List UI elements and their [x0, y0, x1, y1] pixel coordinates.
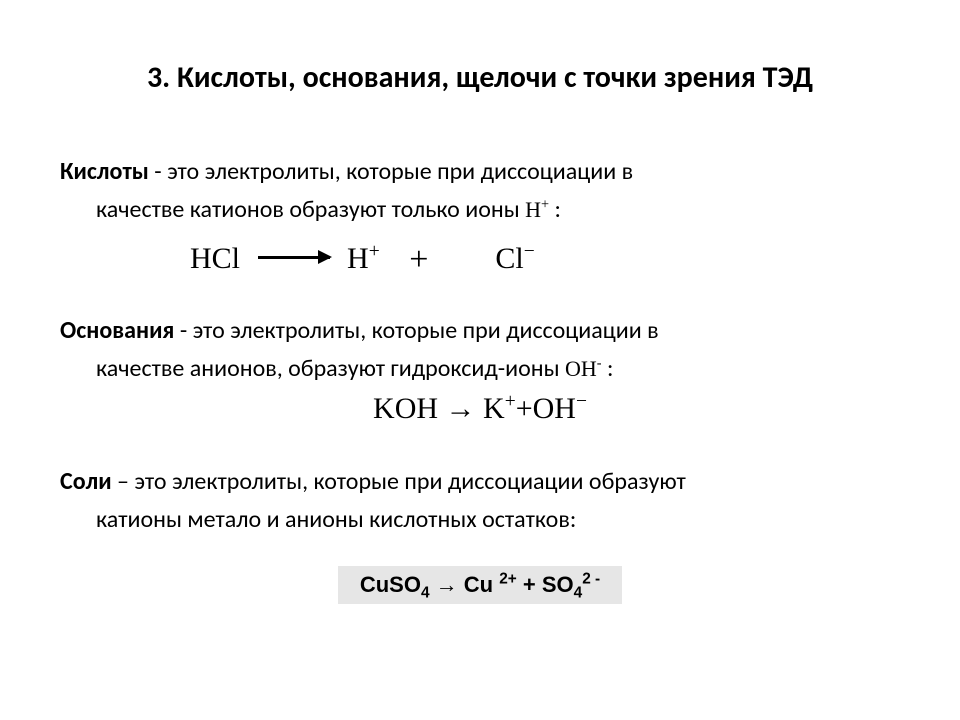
bases-paragraph: Основания - это электролиты, которые при…: [60, 315, 900, 347]
salts-def-line1: – это электролиты, которые при диссоциац…: [112, 467, 686, 496]
acids-def-line1: - это электролиты, которые при диссоциац…: [149, 157, 633, 186]
salts-def-line2: катионы метало и анионы кислотных остатк…: [96, 505, 576, 534]
bases-colon: :: [607, 354, 613, 383]
acids-term: Кислоты: [60, 157, 149, 186]
acids-def-line2-wrap: качестве катионов образуют только ионы H…: [60, 194, 900, 226]
bases-def-line2: качестве анионов, образуют гидроксид-ион…: [96, 354, 565, 383]
salts-equation-row: CuSO4 → Cu 2+ + SO42 -: [60, 566, 900, 604]
bases-equation-row: KOH → K++OH−: [60, 392, 900, 426]
acids-inline-ion: H+: [525, 197, 549, 222]
salts-term: Соли: [60, 467, 112, 496]
eq-h-plus: H+: [347, 242, 380, 275]
plus-icon: +: [409, 241, 428, 279]
bases-equation: KOH → K++OH−: [373, 392, 587, 425]
eq-hcl: HCl: [190, 242, 240, 275]
salts-paragraph: Соли – это электролиты, которые при дисс…: [60, 466, 900, 498]
bases-inline-ion: OH-: [565, 356, 602, 381]
acids-paragraph: Кислоты - это электролиты, которые при д…: [60, 156, 900, 188]
eq-cl-minus: Cl−: [495, 242, 534, 275]
acids-equation: HCl H+ + Cl−: [190, 241, 535, 279]
slide: 3. Кислоты, основания, щелочи с точки зр…: [0, 0, 960, 720]
salts-def-line2-wrap: катионы метало и анионы кислотных остатк…: [60, 504, 900, 536]
acids-colon: :: [555, 195, 561, 224]
acids-def-line2: качестве катионов образуют только ионы: [96, 195, 525, 224]
salts-equation: CuSO4 → Cu 2+ + SO42 -: [338, 566, 622, 604]
bases-term: Основания: [60, 316, 174, 345]
arrow-icon: [258, 256, 330, 259]
bases-def-line2-wrap: качестве анионов, образуют гидроксид-ион…: [60, 353, 900, 385]
acids-equation-row: HCl H+ + Cl−: [60, 241, 900, 279]
slide-title: 3. Кислоты, основания, щелочи с точки зр…: [60, 60, 900, 96]
bases-def-line1: - это электролиты, которые при диссоциац…: [174, 316, 658, 345]
